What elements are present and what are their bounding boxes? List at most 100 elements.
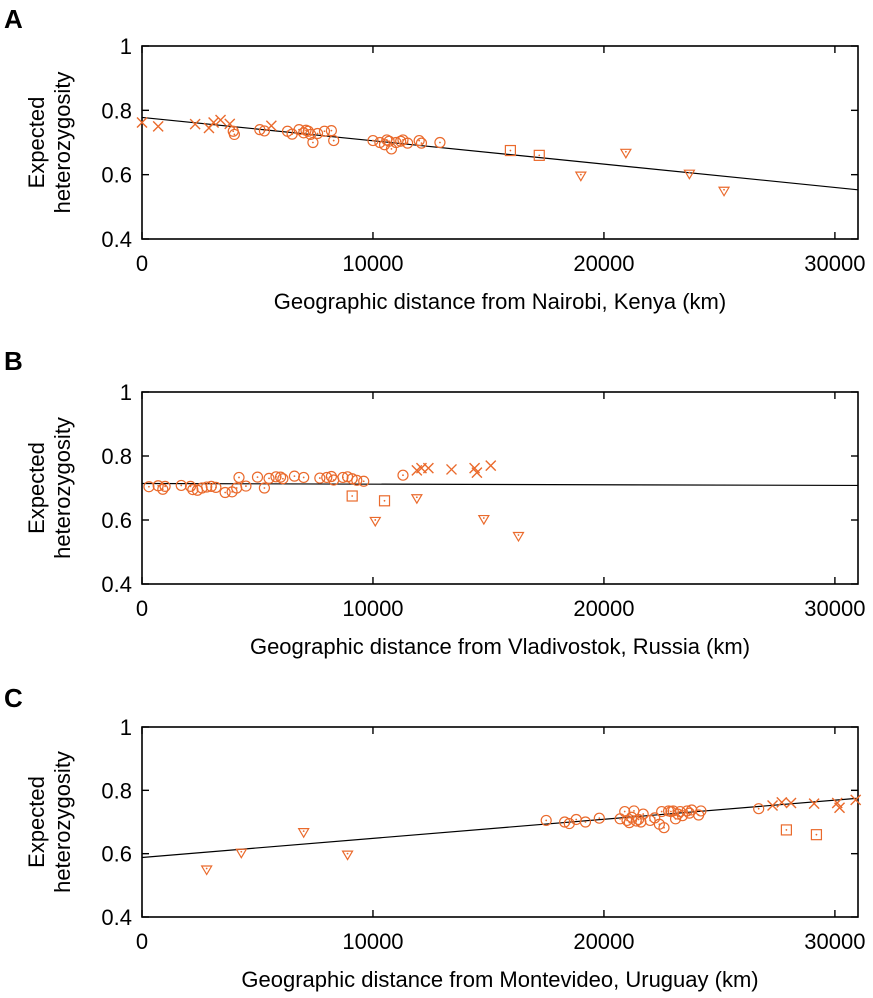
triangle-marker	[512, 531, 525, 543]
circle-marker	[559, 816, 571, 828]
marker-center	[332, 479, 335, 481]
marker-center	[302, 476, 305, 479]
circle-marker	[258, 482, 271, 494]
marker-center	[399, 140, 402, 143]
regression-line	[141, 116, 859, 191]
data-point-circle	[434, 136, 446, 149]
data-point-triangle	[341, 850, 354, 861]
data-point-circle	[233, 471, 245, 484]
y-axis-label-line: Expected	[24, 442, 49, 534]
circle-marker	[233, 471, 245, 484]
marker-center	[690, 809, 693, 811]
y-tick-label: 0.4	[101, 572, 132, 597]
y-tick-label: 0.6	[101, 508, 132, 533]
triangle-marker	[477, 514, 490, 526]
marker-center	[517, 534, 520, 536]
data-point-triangle	[574, 171, 587, 182]
marker-center	[291, 133, 294, 136]
circle-marker	[630, 815, 642, 827]
data-point-cross	[152, 120, 164, 132]
circle-marker	[307, 136, 319, 149]
square-marker	[346, 490, 358, 502]
circle-marker	[219, 486, 231, 499]
x-axis-label: Geographic distance from Nairobi, Kenya …	[274, 289, 726, 314]
marker-center	[637, 818, 640, 821]
marker-center	[406, 142, 409, 145]
data-point-triangle	[683, 169, 696, 180]
data-point-cross	[189, 118, 201, 130]
circle-marker	[311, 127, 324, 140]
data-point-cross	[767, 800, 779, 812]
y-tick-label: 0.8	[101, 778, 132, 803]
marker-center	[785, 829, 788, 831]
data-point-circle	[258, 125, 271, 137]
marker-center	[362, 480, 365, 483]
circle-marker	[358, 475, 370, 487]
marker-center	[383, 499, 386, 502]
data-point-square	[533, 149, 545, 161]
x-tick-label: 30000	[804, 929, 865, 954]
circle-marker	[413, 134, 425, 147]
y-axis-label-line: Expected	[24, 97, 49, 189]
circle-marker	[143, 481, 155, 493]
marker-center	[568, 822, 571, 825]
chart-panel-a: A 0 10000 20000 30000 0.4 0.6 0.8 1 Geographic di…	[4, 4, 865, 314]
data-point-circle	[683, 807, 695, 819]
marker-center	[374, 519, 377, 521]
circle-marker	[346, 473, 358, 485]
data-point-cross	[808, 798, 820, 810]
triangle-marker	[683, 169, 696, 180]
circle-marker	[305, 128, 317, 141]
data-point-circle	[637, 808, 649, 820]
data-point-cross	[834, 802, 846, 814]
marker-center	[238, 476, 240, 479]
triangle-marker	[297, 828, 310, 839]
marker-center	[323, 130, 326, 133]
circle-marker	[351, 474, 363, 486]
data-point-triangle	[477, 514, 490, 526]
data-point-circle	[579, 816, 592, 828]
circle-marker	[681, 805, 693, 817]
marker-center	[332, 139, 335, 142]
data-point-circle	[159, 480, 171, 492]
y-tick-label: 1	[120, 34, 132, 59]
marker-center	[584, 821, 587, 823]
marker-center	[663, 826, 665, 829]
x-tick-label: 20000	[573, 251, 634, 276]
plot-frame	[141, 391, 859, 585]
circle-marker	[228, 128, 240, 141]
panel-label: B	[4, 346, 23, 376]
marker-center	[402, 474, 404, 477]
data-point-circle	[367, 134, 379, 147]
circle-marker	[397, 469, 409, 481]
data-point-circle	[383, 135, 395, 147]
data-point-circle	[540, 814, 552, 827]
circle-marker	[658, 822, 670, 834]
triangle-marker	[574, 171, 587, 182]
marker-center	[624, 150, 627, 153]
circle-marker	[274, 471, 287, 483]
circle-marker	[277, 473, 289, 485]
x-axis-label: Geographic distance from Vladivostok, Ru…	[250, 634, 750, 659]
marker-center	[263, 130, 266, 132]
circle-marker	[402, 137, 414, 149]
data-point-square	[810, 829, 823, 841]
circle-marker	[263, 472, 275, 484]
marker-center	[346, 852, 349, 855]
data-point-triangle	[619, 148, 632, 159]
square-marker	[780, 824, 793, 836]
marker-center	[268, 477, 270, 480]
marker-center	[623, 810, 626, 813]
y-tick-label: 0.4	[101, 905, 132, 930]
marker-center	[815, 833, 818, 836]
y-axis-label: Expectedheterozygosity	[24, 751, 75, 893]
marker-center	[205, 867, 208, 870]
chart-panel-c: C 0 10000 20000 30000 0.4 0.6 0.8 1 Geographic di…	[4, 683, 865, 992]
marker-center	[579, 173, 582, 176]
marker-center	[639, 821, 642, 823]
data-point-circle	[314, 472, 326, 484]
y-axis-label: Expectedheterozygosity	[24, 72, 75, 214]
data-point-square	[378, 495, 391, 507]
circle-marker	[251, 471, 264, 483]
